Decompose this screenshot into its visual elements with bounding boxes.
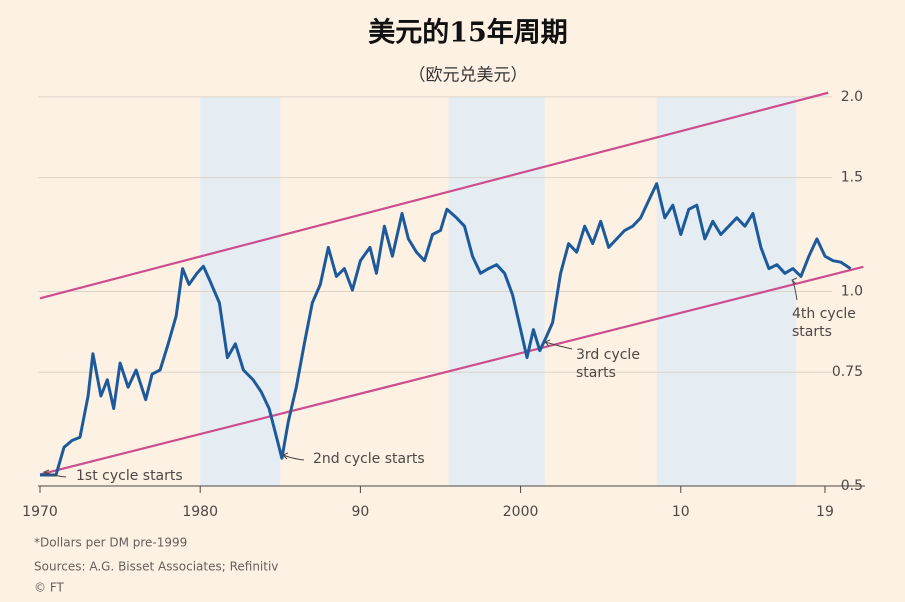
channel-line — [39, 265, 864, 476]
annotation: 4th cycle — [792, 306, 856, 322]
source: Sources: A.G. Bisset Associates; Refinit… — [34, 560, 278, 574]
annotation-arrow — [43, 469, 67, 478]
x-tick-label: 2000 — [503, 504, 539, 520]
x-tick-label: 90 — [351, 504, 369, 520]
y-tick-label: 1.0 — [841, 283, 863, 299]
annotation-arrow — [791, 277, 798, 301]
chart-title: 美元的15年周期 — [368, 17, 568, 49]
annotation: 3rd cycle — [576, 347, 640, 363]
annotation: starts — [576, 365, 616, 381]
x-tick-label: 19 — [816, 504, 834, 520]
annotation: starts — [792, 324, 832, 340]
x-tick-label: 10 — [672, 504, 690, 520]
credit: © FT — [34, 581, 65, 595]
chart-subtitle: （欧元兑美元） — [409, 66, 528, 86]
y-tick-label: 0.75 — [832, 364, 863, 380]
annotation-arrow — [282, 452, 305, 461]
x-tick-label: 1980 — [182, 504, 218, 520]
footnote: *Dollars per DM pre-1999 — [34, 536, 187, 550]
annotation: 1st cycle starts — [76, 468, 183, 484]
channel-line — [39, 91, 829, 300]
annotation: 2nd cycle starts — [313, 451, 425, 467]
y-tick-label: 2.0 — [841, 89, 863, 105]
x-tick-label: 1970 — [22, 504, 58, 520]
annotation-arrow — [544, 339, 573, 350]
y-tick-label: 1.5 — [841, 170, 863, 186]
data-line — [40, 182, 852, 477]
